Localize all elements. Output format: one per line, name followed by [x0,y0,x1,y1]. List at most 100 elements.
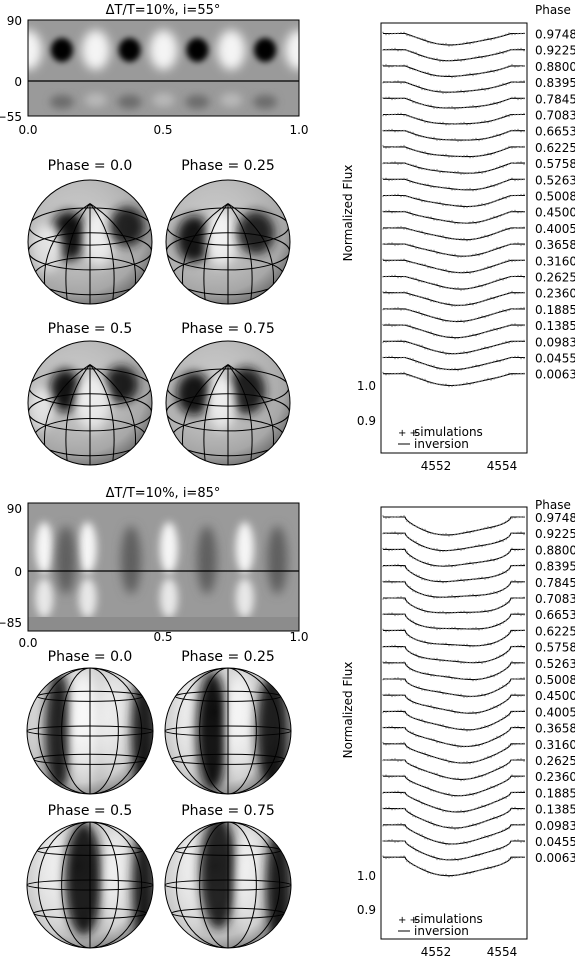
bottom-map-bright-band-lower [78,578,97,618]
bottom-map-xtick-05: 0.5 [153,630,172,644]
top-map-ytick-90: 90 [7,14,22,28]
bottom-phase-label-0.0455: 0.0455 [535,835,575,849]
top-panel: ΔT/T=10%, i=55° 90 0 −55 0.0 0.5 1.0 Pha… [0,3,575,473]
bottom-map-ytick-90: 90 [7,502,22,516]
bottom-sphere-4-parallel [165,879,291,891]
bottom-phase-label-0.6225: 0.6225 [535,624,575,638]
top-map-xtick-0: 0.0 [18,123,37,137]
bottom-simulation-points-0.8800 [382,547,525,568]
top-sphere-label-2: Phase = 0.25 [181,158,275,174]
bottom-map-lower-strip [28,617,299,631]
bottom-simulation-points-0.5758 [382,644,525,665]
top-profile-0.2360 [383,292,525,306]
top-simulation-points-0.5758 [382,161,525,176]
bottom-sphere-4-surface [165,822,291,948]
top-simulation-points-0.0063 [382,371,525,388]
top-map-spot-reflection [117,95,142,109]
bottom-map-bright-band [78,522,97,574]
bottom-map: 90 0 −85 0.0 0.5 1.0 [0,502,309,650]
top-flux-xtick-4552: 4552 [421,459,452,473]
top-profile-0.1385 [383,324,525,339]
bottom-sphere-2-surface [165,668,291,794]
top-profile-0.5263 [383,178,525,191]
bottom-legend-inversion: inversion [414,924,469,938]
bottom-profile-0.5263 [383,662,525,681]
top-sphere-1-meridian [89,203,115,304]
top-map-spot [254,38,277,62]
bottom-simulation-points-0.2360 [382,774,525,798]
top-map-bright-band [285,30,299,70]
top-map-frame [27,19,300,117]
top-sphere-1-surface [28,180,152,304]
top-phase-label-0.3658: 0.3658 [535,238,575,252]
top-simulation-points-0.0455 [382,355,525,372]
bottom-sphere-label-2: Phase = 0.25 [181,649,275,665]
bottom-profile-0.2625 [383,759,525,780]
top-map-spot-reflection [253,95,278,109]
bottom-phase-label-0.9225: 0.9225 [535,527,575,541]
bottom-phase-label-0.8800: 0.8800 [535,543,575,557]
top-profile-0.0983 [383,340,525,355]
top-map-bright-band [149,30,178,70]
top-simulation-points-0.9225 [382,47,525,63]
top-sphere-4-meridian [227,364,253,465]
bottom-phase-label-0.2625: 0.2625 [535,754,575,768]
top-sphere-4-surface [166,341,290,465]
bottom-legend: + + simulations inversion [398,912,483,938]
bottom-simulation-points-0.0063 [382,855,525,878]
bottom-simulation-points-0.0983 [382,822,525,846]
bottom-simulation-points-0.6653 [382,612,525,631]
top-phase-label-0.4005: 0.4005 [535,222,575,236]
top-profile-0.3658 [383,243,525,257]
bottom-sphere-4-meridian-arc [175,822,281,948]
top-sphere-2-outline [165,179,291,305]
bottom-legend-sim-marker: + + [398,915,418,926]
bottom-flux-xtick-4552: 4552 [421,945,452,959]
bottom-profile-0.8800 [383,548,525,567]
top-simulation-points-0.4500 [382,209,525,225]
top-simulation-points-0.7083 [382,112,525,126]
bottom-profile-0.5008 [383,678,525,697]
bottom-phase-label-0.1385: 0.1385 [535,803,575,817]
top-sphere-3-meridian [65,364,91,465]
bottom-profile-0.1885 [383,791,525,813]
top-flux-xtick-4554: 4554 [487,459,518,473]
top-sphere-3-outline [27,340,153,466]
top-spheres [27,179,291,466]
top-map-bright-band [81,30,110,70]
bottom-phase-label-0.1885: 0.1885 [535,786,575,800]
top-simulation-points-0.8395 [382,80,525,95]
bottom-simulation-points-0.9225 [382,531,525,553]
bottom-phase-label-0.3658: 0.3658 [535,722,575,736]
bottom-phase-label-0.4500: 0.4500 [535,689,575,703]
top-phase-label-0.6225: 0.6225 [535,141,575,155]
bottom-phase-label-0.5263: 0.5263 [535,657,575,671]
top-map-lower-bright [220,93,243,107]
bottom-sphere-label-3: Phase = 0.5 [48,803,133,819]
top-map-ytick-0: 0 [14,75,22,89]
top-phase-label-0.8800: 0.8800 [535,60,575,74]
bottom-phase-labels: 0.9748 0.9225 0.8800 0.8395 0.7845 0.7083 0.66… [535,511,575,865]
top-sphere-4-meridian [203,364,229,465]
top-profile-0.7845 [383,97,525,109]
bottom-panel: ΔT/T=10%, i=85° 90 0 −85 0.0 0.5 1.0 Pha… [0,486,575,959]
bottom-map-dark-band [120,526,141,594]
bottom-sphere-2 [164,667,292,795]
top-phase-label-0.7083: 0.7083 [535,109,575,123]
bottom-sphere-1 [26,667,154,795]
bottom-simulation-points-0.9748 [382,514,525,537]
top-phase-label-0.1885: 0.1885 [535,303,575,317]
bottom-profile-0.7845 [383,581,525,598]
bottom-sphere-3-parallel [27,879,153,891]
top-profile-0.4500 [383,211,525,224]
bottom-map-bright-band [159,522,178,574]
bottom-simulation-points-0.4500 [382,693,525,715]
bottom-phase-label-0.0063: 0.0063 [535,851,575,865]
top-phase-label-0.5263: 0.5263 [535,173,575,187]
bottom-sphere-3-outline [26,821,154,949]
bottom-flux-frame [380,506,528,940]
top-phase-label-0.6653: 0.6653 [535,125,575,139]
bottom-sphere-3-meridian-arc [61,822,119,948]
top-profile-0.8395 [383,81,525,93]
